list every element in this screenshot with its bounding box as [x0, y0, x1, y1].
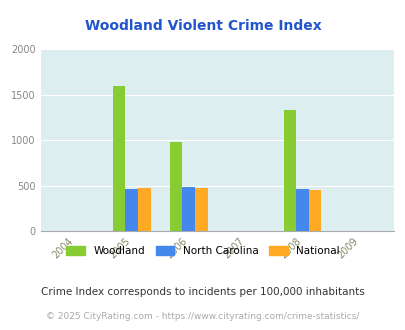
- Bar: [138, 188, 150, 231]
- Bar: [182, 187, 194, 231]
- Bar: [283, 110, 296, 231]
- Bar: [170, 142, 182, 231]
- Bar: [194, 188, 207, 231]
- Bar: [125, 188, 138, 231]
- Bar: [308, 190, 321, 231]
- Text: Woodland Violent Crime Index: Woodland Violent Crime Index: [84, 19, 321, 33]
- Bar: [113, 86, 125, 231]
- Bar: [296, 188, 308, 231]
- Text: © 2025 CityRating.com - https://www.cityrating.com/crime-statistics/: © 2025 CityRating.com - https://www.city…: [46, 312, 359, 321]
- Legend: Woodland, North Carolina, National: Woodland, North Carolina, National: [62, 242, 343, 260]
- Text: Crime Index corresponds to incidents per 100,000 inhabitants: Crime Index corresponds to incidents per…: [41, 287, 364, 297]
